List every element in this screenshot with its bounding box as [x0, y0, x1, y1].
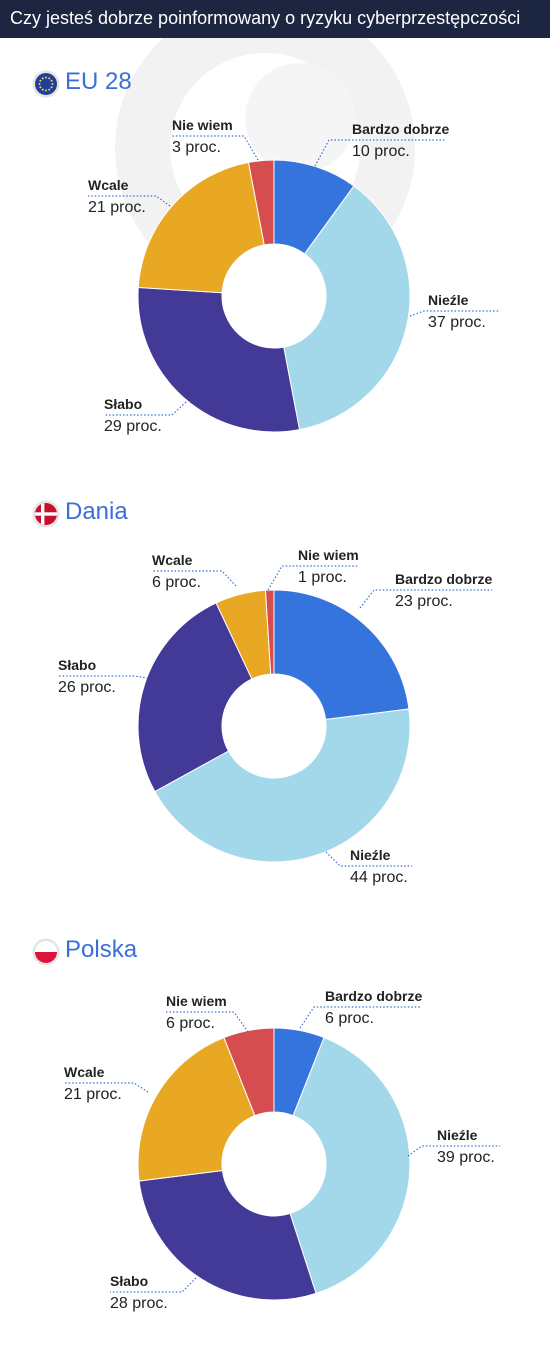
donut-chart-polska: Bardzo dobrze 6 proc. Nieźle 39 proc. Słabo 2…: [64, 988, 500, 1312]
label-name-wcale: Wcale: [152, 552, 193, 568]
donut-hole: [222, 1112, 326, 1216]
label-name-slabo: Słabo: [58, 657, 96, 673]
slice-niezle: [283, 185, 411, 431]
label-value-bardzo-dobrze: 10 proc.: [352, 143, 410, 160]
label-value-nie-wiem: 6 proc.: [166, 1015, 215, 1032]
label-name-wcale: Wcale: [64, 1064, 105, 1080]
label-value-nie-wiem: 3 proc.: [172, 139, 221, 156]
leader-line-nie-wiem: [166, 1011, 249, 1033]
label-name-bardzo-dobrze: Bardzo dobrze: [325, 988, 422, 1004]
label-value-bardzo-dobrze: 6 proc.: [325, 1010, 374, 1027]
leader-line-bardzo-dobrze: [299, 1006, 420, 1029]
label-value-slabo: 26 proc.: [58, 679, 116, 696]
leader-line-nie-wiem: [267, 565, 358, 591]
label-value-niezle: 44 proc.: [350, 869, 408, 886]
poland-flag-icon: [32, 938, 60, 966]
chart-section-eu28: EU 28 Bardzo dobrze 10 proc. Nieźle 37 proc…: [0, 60, 550, 500]
label-name-slabo: Słabo: [110, 1273, 148, 1289]
label-name-niezle: Nieźle: [428, 292, 469, 308]
label-name-bardzo-dobrze: Bardzo dobrze: [352, 121, 449, 137]
donut-hole: [222, 244, 326, 348]
label-value-niezle: 39 proc.: [437, 1149, 495, 1166]
leader-line-niezle: [325, 851, 412, 867]
label-name-wcale: Wcale: [88, 177, 129, 193]
label-name-niezle: Nieźle: [350, 847, 391, 863]
chart-section-polska: Polska Bardzo dobrze 6 proc. Nieźle 39 proc…: [0, 928, 550, 1368]
donut-chart-dania: Bardzo dobrze 23 proc. Nieźle 44 proc. Słabo…: [58, 547, 492, 886]
label-name-nie-wiem: Nie wiem: [166, 993, 227, 1009]
leader-line-slabo: [104, 401, 187, 416]
label-name-nie-wiem: Nie wiem: [172, 117, 233, 133]
label-value-slabo: 29 proc.: [104, 418, 162, 435]
label-value-wcale: 21 proc.: [88, 199, 146, 216]
donut-chart-eu28: Bardzo dobrze 10 proc. Nieźle 37 proc. Słabo…: [88, 117, 500, 435]
label-value-wcale: 21 proc.: [64, 1086, 122, 1103]
leader-line-wcale: [64, 1082, 149, 1093]
label-name-niezle: Nieźle: [437, 1127, 478, 1143]
denmark-flag-icon: [32, 500, 60, 528]
label-value-slabo: 28 proc.: [110, 1295, 168, 1312]
label-name-nie-wiem: Nie wiem: [298, 547, 359, 563]
leader-line-slabo: [110, 1277, 197, 1293]
region-title-polska: Polska: [65, 936, 138, 963]
label-value-bardzo-dobrze: 23 proc.: [395, 593, 453, 610]
label-value-wcale: 6 proc.: [152, 574, 201, 591]
region-title-dania: Dania: [65, 498, 128, 525]
leader-line-slabo: [58, 675, 149, 679]
chart-section-dania: Dania Bardzo dobrze 23 proc. Nieźle 44 proc…: [0, 490, 550, 930]
label-name-bardzo-dobrze: Bardzo dobrze: [395, 571, 492, 587]
label-value-niezle: 37 proc.: [428, 314, 486, 331]
eu-flag-icon: [32, 70, 60, 98]
header-bar: Czy jesteś dobrze poinformowany o ryzyku…: [0, 0, 550, 38]
label-value-nie-wiem: 1 proc.: [298, 569, 347, 586]
page-title: Czy jesteś dobrze poinformowany o ryzyku…: [10, 8, 521, 28]
label-name-slabo: Słabo: [104, 396, 142, 412]
region-title-eu28: EU 28: [65, 68, 132, 95]
leader-line-niezle: [409, 310, 500, 317]
leader-line-bardzo-dobrze: [359, 589, 492, 609]
donut-hole: [222, 674, 326, 778]
leader-line-wcale: [152, 570, 237, 587]
